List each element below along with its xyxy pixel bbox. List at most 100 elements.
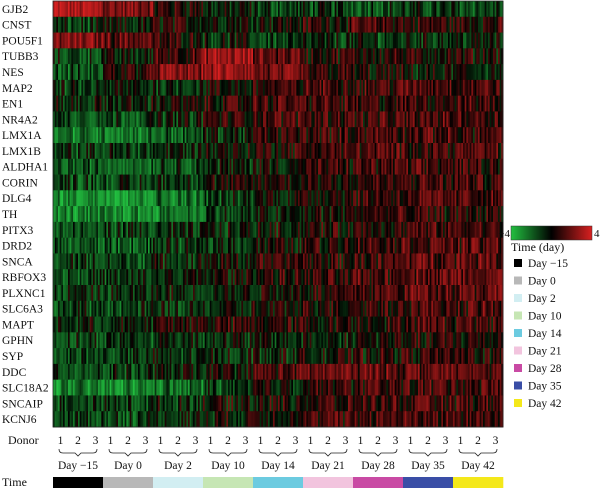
heatmap-cell xyxy=(114,285,117,302)
heatmap-cell xyxy=(201,237,204,254)
heatmap-cell xyxy=(426,111,429,128)
heatmap-cell xyxy=(119,64,122,81)
heatmap-cell xyxy=(203,206,206,223)
heatmap-cell xyxy=(334,143,337,160)
heatmap-cell xyxy=(224,269,227,286)
heatmap-cell xyxy=(239,221,242,239)
heatmap-cell xyxy=(206,158,209,175)
heatmap-cell xyxy=(241,174,244,191)
heatmap-cell xyxy=(281,111,284,128)
heatmap-cell xyxy=(104,158,107,175)
heatmap-cell xyxy=(58,1,61,18)
heatmap-cell xyxy=(239,127,242,144)
heatmap-cell xyxy=(259,269,262,286)
heatmap-cell xyxy=(243,143,246,160)
heatmap-cell xyxy=(171,111,174,128)
heatmap-cell xyxy=(174,237,177,254)
heatmap-cell xyxy=(148,143,151,160)
heatmap-cell xyxy=(116,206,119,223)
heatmap-cell xyxy=(74,32,77,49)
heatmap-cell xyxy=(398,64,401,81)
heatmap-cell xyxy=(459,127,462,144)
heatmap-cell xyxy=(299,253,302,270)
heatmap-cell xyxy=(383,158,386,175)
heatmap-cell xyxy=(169,158,172,175)
heatmap-cell xyxy=(386,48,389,65)
heatmap-cell xyxy=(216,174,219,191)
heatmap-cell xyxy=(164,64,167,81)
heatmap-cell xyxy=(159,48,162,65)
heatmap-cell xyxy=(234,32,237,49)
heatmap-cell xyxy=(309,190,312,207)
heatmap-cell xyxy=(68,64,71,81)
heatmap-cell xyxy=(324,174,327,191)
heatmap-cell xyxy=(146,190,149,207)
heatmap-cell xyxy=(334,64,337,81)
heatmap-cell xyxy=(273,32,276,49)
heatmap-cell xyxy=(231,48,234,65)
heatmap-cell xyxy=(161,158,164,175)
heatmap-cell xyxy=(499,79,502,97)
heatmap-cell xyxy=(254,253,257,270)
heatmap-cell xyxy=(453,174,456,191)
heatmap-cell xyxy=(148,221,151,239)
heatmap-cell xyxy=(301,158,304,175)
heatmap-cell xyxy=(389,269,392,286)
heatmap-cell xyxy=(149,48,152,65)
heatmap-cell xyxy=(176,253,179,270)
heatmap-cell xyxy=(96,16,99,33)
heatmap-cell xyxy=(463,127,466,144)
heatmap-cell xyxy=(366,143,369,160)
heatmap-cell xyxy=(179,253,182,270)
heatmap-cell xyxy=(206,174,209,191)
heatmap-cell xyxy=(326,158,329,175)
heatmap-cell xyxy=(293,174,296,191)
heatmap-cell xyxy=(189,48,192,65)
heatmap-cell xyxy=(259,127,262,144)
heatmap-cell xyxy=(236,95,239,112)
heatmap-cell xyxy=(149,269,152,286)
heatmap-cell xyxy=(199,190,202,207)
heatmap-cell xyxy=(239,32,242,49)
heatmap-cell xyxy=(93,174,96,191)
heatmap-cell xyxy=(453,16,456,33)
heatmap-cell xyxy=(358,221,361,239)
heatmap-cell xyxy=(71,48,74,65)
heatmap-cell xyxy=(231,285,234,302)
heatmap-cell xyxy=(374,237,377,254)
heatmap-cell xyxy=(273,237,276,254)
heatmap-cell xyxy=(239,111,242,128)
heatmap-cell xyxy=(374,143,377,160)
heatmap-cell xyxy=(449,127,452,144)
heatmap-cell xyxy=(91,143,94,160)
heatmap-cell xyxy=(323,64,326,81)
heatmap-cell xyxy=(434,64,437,81)
heatmap-cell xyxy=(501,95,504,112)
heatmap-cell xyxy=(319,79,322,97)
heatmap-cell xyxy=(469,158,472,175)
heatmap-cell xyxy=(474,253,477,270)
heatmap-cell xyxy=(234,111,237,128)
heatmap-cell xyxy=(303,143,306,160)
heatmap-cell xyxy=(181,143,184,160)
heatmap-cell xyxy=(488,79,491,97)
heatmap-cell xyxy=(473,174,476,191)
heatmap-cell xyxy=(348,95,351,112)
heatmap-cell xyxy=(138,79,141,97)
heatmap-cell xyxy=(491,174,494,191)
heatmap-cell xyxy=(318,237,321,254)
heatmap-cell xyxy=(151,48,154,65)
heatmap-cell xyxy=(406,158,409,175)
heatmap-cell xyxy=(103,190,106,207)
heatmap-cell xyxy=(101,111,104,128)
heatmap-cell xyxy=(239,269,242,286)
heatmap-cell xyxy=(246,190,249,207)
heatmap-cell xyxy=(154,16,157,33)
heatmap-cell xyxy=(494,16,497,33)
heatmap-cell xyxy=(98,206,101,223)
heatmap-cell xyxy=(179,206,182,223)
heatmap-cell xyxy=(434,111,437,128)
heatmap-cell xyxy=(469,111,472,128)
heatmap-cell xyxy=(461,111,464,128)
heatmap-cell xyxy=(476,127,479,144)
